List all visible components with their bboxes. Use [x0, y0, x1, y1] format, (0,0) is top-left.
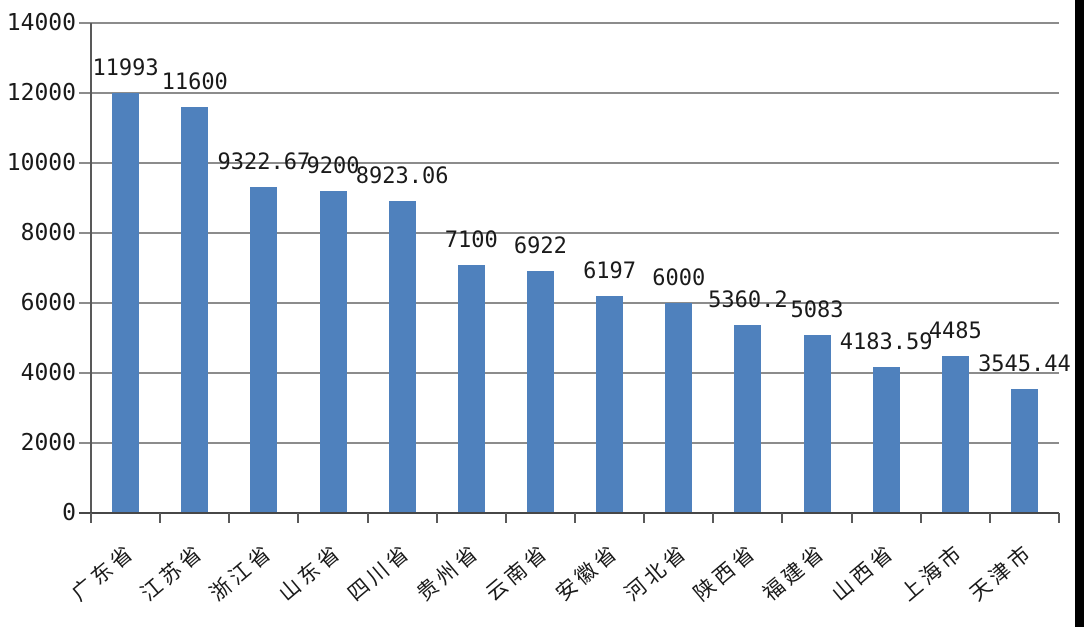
bar-value-label: 6922: [513, 233, 567, 259]
bar-value-label: 4183.59: [839, 329, 933, 355]
bar-value-label: 8923.06: [355, 163, 449, 189]
y-axis-line: [90, 23, 92, 513]
x-axis-tick: [1058, 513, 1060, 523]
bar-天津市: [1010, 388, 1038, 513]
x-axis-tick: [159, 513, 162, 523]
y-axis-tick-label: 10000: [6, 150, 76, 176]
bar-value-label: 6000: [652, 266, 706, 291]
y-axis-tick-label: 6000: [20, 290, 76, 316]
x-axis-tick: [228, 513, 231, 523]
bar-value-label: 3545.44: [978, 351, 1071, 377]
image-right-border: [1075, 0, 1084, 627]
bar-广东省: [112, 93, 140, 513]
y-axis-tick-label: 0: [62, 500, 76, 526]
x-axis-category-label: 福建省: [758, 539, 831, 606]
x-axis-tick: [435, 513, 438, 523]
bar-福建省: [803, 335, 831, 513]
x-axis-tick: [366, 513, 369, 523]
x-axis-category-label: 山西省: [827, 539, 901, 606]
gridline-6000: [79, 302, 1059, 304]
bar-山东省: [319, 191, 347, 513]
x-axis-category-label: 贵州省: [412, 539, 486, 606]
x-axis-category-label: 江苏省: [135, 539, 209, 606]
x-axis-baseline: [79, 512, 1059, 514]
x-axis-tick: [643, 513, 646, 523]
x-axis-category-label: 云南省: [481, 539, 555, 606]
x-axis-category-label: 山东省: [274, 539, 347, 606]
gridline-8000: [79, 232, 1059, 234]
x-axis-category-label: 四川省: [343, 539, 417, 606]
y-axis-tick-label: 12000: [6, 80, 76, 106]
bar-value-label: 11993: [92, 56, 159, 82]
y-axis-tick-label: 2000: [20, 430, 76, 456]
gridline-4000: [79, 372, 1059, 374]
gridline-10000: [79, 162, 1059, 164]
x-axis-category-label: 浙江省: [204, 539, 278, 606]
bar-value-label: 11600: [161, 70, 228, 95]
x-axis-tick: [988, 513, 991, 523]
gridline-2000: [79, 442, 1059, 444]
x-axis-tick: [297, 513, 300, 523]
bar-value-label: 5083: [790, 298, 844, 324]
x-axis-tick: [574, 513, 576, 523]
bar-山西省: [872, 366, 900, 513]
x-axis-category-label: 河北省: [619, 539, 693, 606]
x-axis-tick: [919, 513, 922, 523]
y-axis-tick-label: 14000: [6, 10, 76, 36]
x-axis-tick: [850, 513, 853, 523]
x-axis-tick: [90, 513, 92, 523]
gridline-12000: [79, 92, 1059, 94]
y-axis-tick-label: 4000: [20, 360, 76, 386]
x-axis-category-label: 安徽省: [550, 539, 624, 606]
bar-浙江省: [250, 186, 278, 513]
gridline-14000: [79, 22, 1059, 24]
x-axis-category-label: 陕西省: [688, 539, 762, 606]
bar-江苏省: [181, 107, 209, 513]
x-axis-tick: [781, 513, 784, 523]
bar-value-label: 9322.67: [217, 149, 311, 175]
x-axis-category-label: 天津市: [965, 539, 1039, 606]
bar-陕西省: [734, 325, 762, 513]
bar-云南省: [526, 270, 554, 513]
y-axis-tick-label: 8000: [20, 220, 76, 246]
x-axis-category-label: 广东省: [66, 539, 140, 606]
bar-value-label: 6197: [583, 259, 637, 285]
bar-value-label: 5360.2: [708, 288, 788, 314]
x-axis-category-label: 上海市: [896, 539, 970, 606]
bar-value-label: 7100: [444, 227, 498, 253]
bar-贵州省: [457, 264, 485, 513]
bar-上海市: [941, 356, 969, 513]
bar-河北省: [665, 303, 693, 513]
bar-value-label: 9200: [306, 154, 360, 179]
bar-四川省: [388, 200, 416, 513]
x-axis-tick: [712, 513, 715, 523]
bar-value-label: 4485: [928, 319, 982, 345]
bar-安徽省: [596, 296, 624, 513]
x-axis-tick: [504, 513, 507, 523]
